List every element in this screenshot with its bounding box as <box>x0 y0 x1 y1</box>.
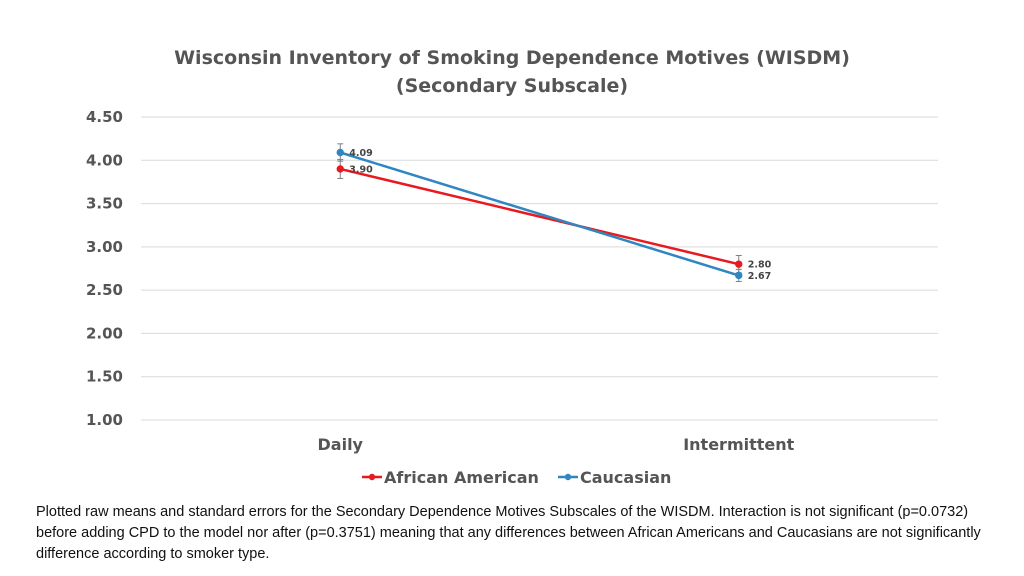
legend-marker <box>368 473 376 481</box>
chart-subtitle: (Secondary Subscale) <box>396 75 628 97</box>
legend-item-caucasian: Caucasian <box>558 468 671 487</box>
line-chart: Wisconsin Inventory of Smoking Dependenc… <box>86 47 938 487</box>
data-point <box>735 271 743 280</box>
y-tick-label: 4.50 <box>86 108 123 126</box>
data-label: 2.67 <box>748 271 771 282</box>
chart-title: Wisconsin Inventory of Smoking Dependenc… <box>174 47 850 69</box>
y-tick-label: 3.50 <box>86 195 123 213</box>
y-tick-label: 3.00 <box>86 238 123 256</box>
data-point <box>336 148 344 157</box>
legend-item-african-american: African American <box>362 468 539 487</box>
series-group: 3.90 2.80 4.09 2.67 <box>336 143 772 282</box>
figure-caption: Plotted raw means and standard errors fo… <box>36 504 981 562</box>
series-line <box>339 167 740 266</box>
series-line <box>339 151 740 277</box>
legend: African American Caucasian <box>362 468 671 487</box>
y-tick-label: 4.00 <box>86 151 123 169</box>
data-label: 2.80 <box>748 260 772 271</box>
data-label: 3.90 <box>349 164 373 175</box>
legend-label: African American <box>384 468 539 487</box>
series-caucasian <box>336 143 743 282</box>
data-point <box>336 165 344 173</box>
legend-marker <box>564 473 572 481</box>
legend-label: Caucasian <box>580 468 671 487</box>
series-african-american <box>336 158 743 274</box>
y-tick-label: 2.50 <box>86 281 123 299</box>
data-label: 4.09 <box>349 148 372 159</box>
data-point <box>735 260 743 268</box>
y-tick-label: 1.00 <box>86 411 123 429</box>
y-axis-ticks: 4.50 4.00 3.50 3.00 2.50 2.00 1.50 1.00 <box>86 108 123 429</box>
y-tick-label: 2.00 <box>86 324 123 342</box>
y-tick-label: 1.50 <box>86 368 123 386</box>
x-category-label: Intermittent <box>683 435 794 454</box>
gridlines <box>141 116 938 421</box>
x-axis-categories: Daily Intermittent <box>318 435 795 454</box>
x-category-label: Daily <box>318 435 364 454</box>
